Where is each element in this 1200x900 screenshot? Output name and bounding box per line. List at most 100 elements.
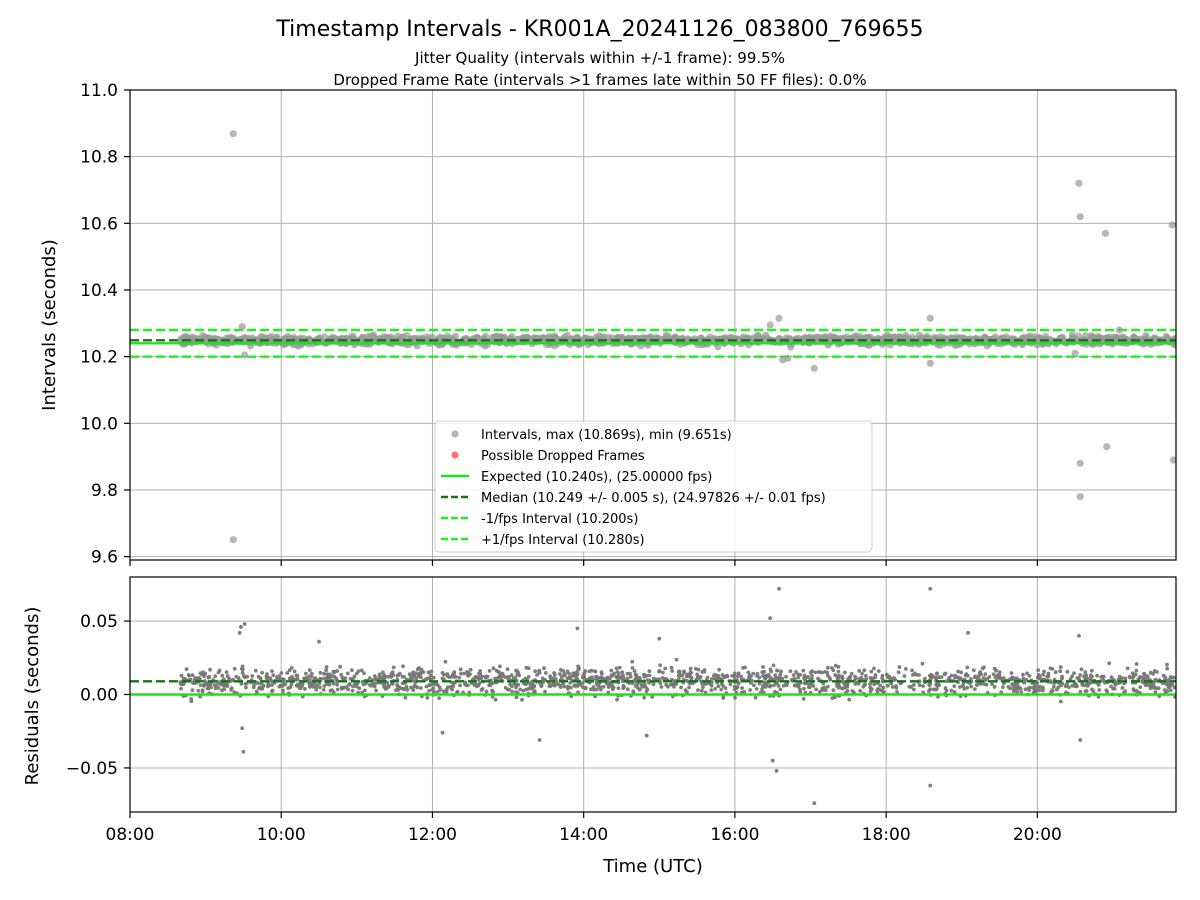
data-point: [985, 677, 990, 681]
data-point: [807, 685, 812, 690]
data-point: [583, 686, 588, 691]
data-point: [1072, 671, 1076, 676]
data-point: [224, 670, 229, 674]
data-point: [463, 682, 467, 686]
data-point: [1131, 687, 1136, 691]
data-point: [269, 683, 274, 687]
data-point: [181, 682, 186, 687]
data-point: [937, 683, 941, 687]
data-point: [881, 690, 886, 694]
data-point: [330, 688, 334, 692]
data-point: [907, 684, 912, 689]
data-point: [993, 675, 998, 680]
data-point: [411, 670, 416, 675]
data-point: [509, 673, 514, 678]
data-point: [206, 686, 211, 691]
data-point: [753, 332, 761, 340]
data-point: [990, 682, 994, 686]
data-point: [732, 684, 737, 689]
data-point: [227, 676, 231, 681]
data-point: [778, 687, 783, 692]
data-point: [190, 688, 195, 693]
data-point: [572, 683, 577, 688]
data-point: [418, 671, 423, 675]
data-point: [980, 666, 985, 671]
data-point: [969, 684, 974, 689]
data-point: [599, 675, 603, 680]
data-point: [927, 673, 932, 678]
data-point: [567, 676, 571, 680]
outlier-point: [239, 625, 243, 629]
data-point: [568, 680, 573, 685]
data-point: [1014, 687, 1018, 691]
x-tick-label: 10:00: [257, 825, 306, 845]
data-point: [354, 684, 359, 689]
data-point: [446, 685, 450, 690]
data-point: [309, 671, 314, 676]
data-point: [897, 665, 902, 669]
data-point: [438, 687, 442, 692]
data-point: [936, 694, 940, 699]
data-point: [689, 676, 694, 680]
data-point: [451, 332, 460, 340]
data-point: [318, 670, 323, 675]
data-point: [743, 665, 747, 670]
data-point: [801, 696, 806, 701]
chart-subtitle-jitter: Jitter Quality (intervals within +/-1 fr…: [414, 49, 785, 67]
y-tick-label: 0.05: [80, 612, 118, 632]
data-point: [978, 670, 983, 674]
data-point: [752, 683, 756, 688]
outlier-point: [1103, 443, 1111, 451]
legend-label: Possible Dropped Frames: [481, 449, 645, 464]
data-point: [733, 695, 737, 700]
data-point: [826, 684, 830, 689]
data-point: [186, 673, 191, 677]
data-point: [508, 333, 516, 341]
data-point: [657, 669, 661, 674]
data-point: [548, 674, 552, 678]
data-point: [287, 668, 292, 673]
data-point: [853, 674, 857, 679]
data-point: [713, 677, 717, 681]
data-point: [684, 674, 689, 679]
data-point: [927, 683, 932, 687]
data-point: [594, 681, 599, 686]
data-point: [1142, 671, 1146, 676]
data-point: [837, 683, 841, 688]
data-point: [663, 666, 668, 671]
data-point: [760, 670, 765, 675]
y-tick-label: 0.00: [80, 686, 118, 706]
data-point: [764, 673, 768, 678]
data-point: [1111, 686, 1115, 691]
data-point: [270, 689, 274, 694]
data-point: [507, 675, 511, 679]
data-point: [275, 677, 280, 681]
data-point: [713, 687, 717, 691]
data-point: [699, 688, 704, 693]
data-point: [610, 684, 615, 689]
outlier-point: [768, 616, 773, 621]
data-point: [396, 686, 400, 690]
data-point: [1163, 675, 1168, 680]
data-point: [490, 694, 495, 699]
data-point: [213, 686, 218, 691]
data-point: [721, 684, 725, 688]
data-point: [658, 663, 663, 668]
data-point: [784, 683, 789, 688]
data-point: [428, 683, 432, 687]
data-point: [709, 677, 714, 681]
data-point: [255, 336, 263, 344]
legend-item: Median (10.249 +/- 0.005 s), (24.97826 +…: [441, 491, 826, 506]
data-point: [856, 681, 861, 686]
data-point: [437, 696, 441, 700]
data-point: [313, 685, 318, 689]
data-point: [339, 672, 344, 677]
data-point: [431, 675, 436, 680]
data-point: [580, 681, 585, 685]
data-point: [1056, 685, 1061, 690]
data-point: [687, 672, 692, 677]
data-point: [403, 695, 408, 700]
data-point: [839, 686, 844, 690]
data-point: [716, 684, 721, 689]
data-point: [264, 676, 269, 681]
